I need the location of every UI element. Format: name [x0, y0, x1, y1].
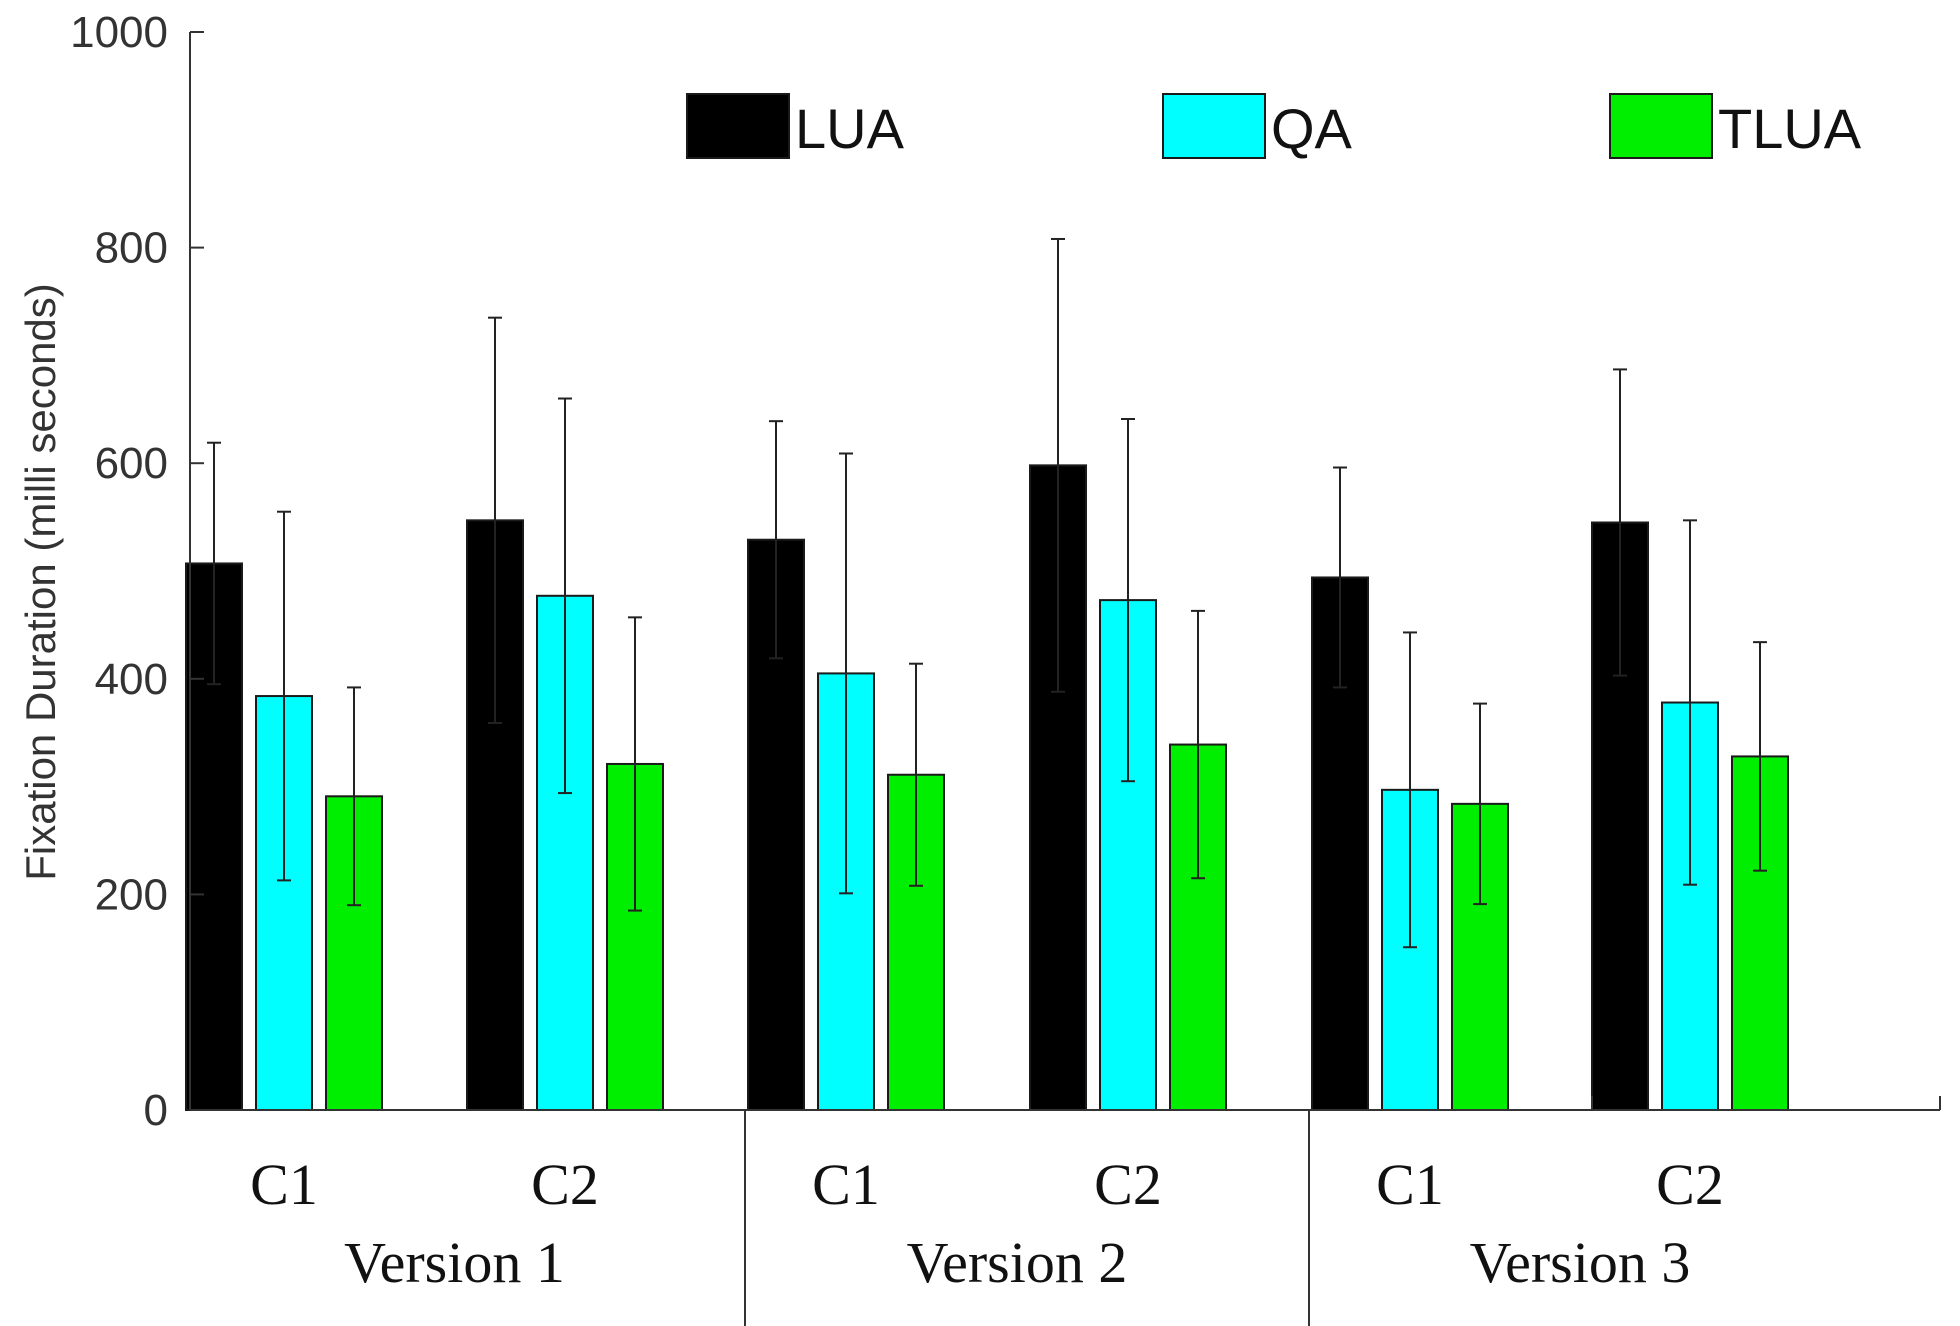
y-tick-label-800: 800: [95, 224, 168, 273]
y-tick-label-1000: 1000: [70, 8, 168, 57]
labels-layer: 0 200 400 600 800 1000 C1 C2 C1 C2 C1 C2 Version 1 Ve…: [70, 8, 1724, 1295]
category-label-2: C1: [812, 1152, 880, 1217]
category-label-3: C2: [1094, 1152, 1162, 1217]
y-axis-title: Fixation Duration (milli seconds): [17, 283, 64, 881]
y-tick-label-200: 200: [95, 870, 168, 919]
axes-layer: [189, 31, 1941, 1326]
category-label-4: C1: [1376, 1152, 1444, 1217]
legend-label-qa: QA: [1271, 97, 1353, 160]
bar-tlua-4: [1451, 802, 1509, 1112]
y-tick-label-400: 400: [95, 655, 168, 704]
legend-label-lua: LUA: [795, 97, 905, 160]
y-tick-label-0: 0: [144, 1086, 168, 1135]
bar-lua-3: [1029, 464, 1087, 1111]
category-label-0: C1: [250, 1152, 318, 1217]
legend: LUA QA TLUA: [686, 93, 1862, 160]
category-label-1: C2: [531, 1152, 599, 1217]
errorbars-layer: [207, 237, 1767, 949]
group-label-2: Version 3: [1470, 1230, 1691, 1295]
category-label-5: C2: [1656, 1152, 1724, 1217]
group-label-1: Version 2: [907, 1230, 1128, 1295]
legend-swatch-qa: [1162, 93, 1266, 159]
legend-swatch-tlua: [1609, 93, 1713, 159]
y-tick-label-600: 600: [95, 439, 168, 488]
group-label-0: Version 1: [344, 1230, 565, 1295]
legend-label-tlua: TLUA: [1718, 97, 1862, 160]
legend-swatch-lua: [686, 93, 790, 159]
